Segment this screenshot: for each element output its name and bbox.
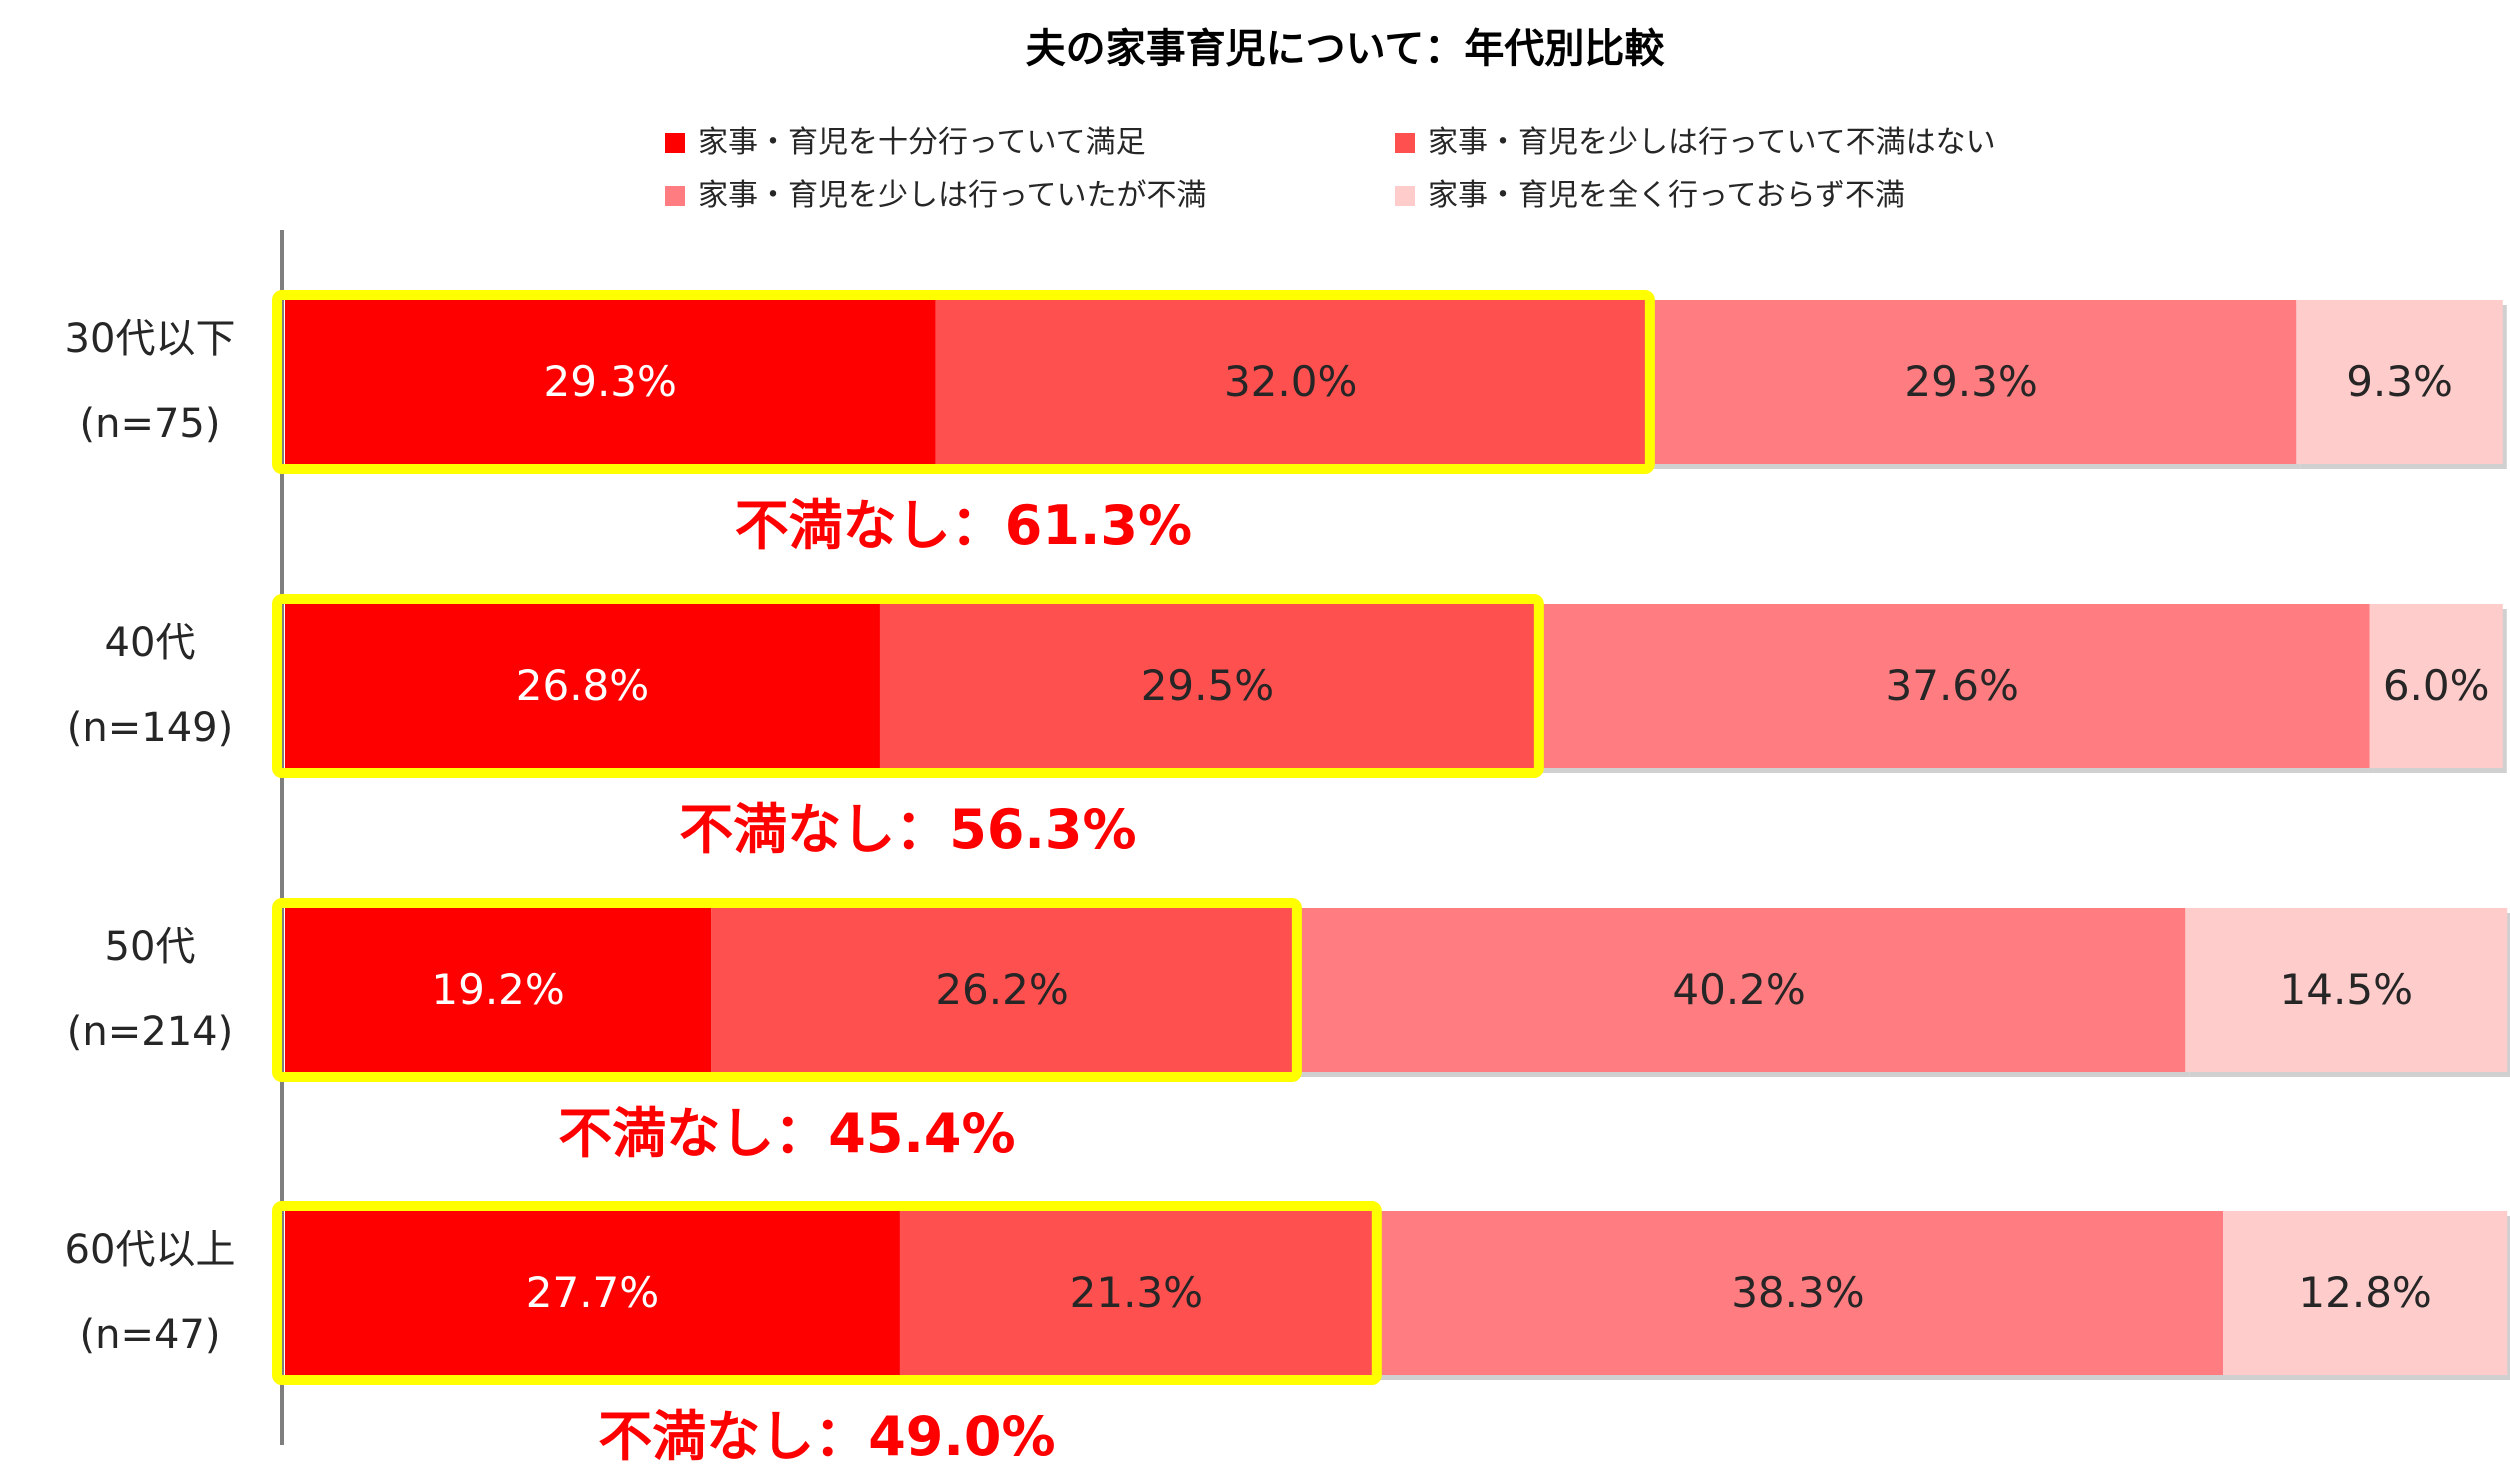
data-label: 29.3% <box>544 357 677 406</box>
annotation-label: 不満なし： <box>558 1102 828 1165</box>
bar-segment <box>285 300 936 464</box>
category-label: 40代 <box>105 620 196 666</box>
data-label: 29.5% <box>1141 661 1274 710</box>
category-n-label: (n=75) <box>80 401 221 447</box>
annotation-no-dissatisfaction: 不満なし：61.3% <box>735 494 1192 557</box>
annotation-value: 56.3% <box>949 798 1136 861</box>
data-label: 9.3% <box>2346 357 2453 406</box>
bar-group-1: 30代以下 (n=75) 29.3% 32.0% 29.3% 9.3% 不満なし：61.3% <box>65 290 2507 557</box>
highlight-box <box>272 594 1544 778</box>
data-label: 14.5% <box>2280 965 2413 1014</box>
bar-segment <box>2223 1211 2508 1375</box>
bar-segment <box>879 604 1535 768</box>
data-label: 29.3% <box>1904 357 2037 406</box>
bar-segment <box>2296 300 2503 464</box>
bar-group-4: 60代以上 (n=47) 27.7% 21.3% 38.3% 12.8% 不満なし：49.0… <box>65 1201 2510 1468</box>
bar-segment <box>711 908 1293 1072</box>
bar-segment <box>285 908 712 1072</box>
legend-label-1: 家事・育児を十分行っていて満足 <box>698 125 1146 160</box>
category-label: 30代以下 <box>65 316 236 362</box>
data-label: 19.2% <box>431 965 564 1014</box>
bar-segment <box>285 1211 900 1375</box>
category-n-label: (n=149) <box>67 705 233 751</box>
highlight-box <box>272 1201 1382 1385</box>
chart-title: 夫の家事育児について：年代別比較 <box>1026 26 1666 72</box>
data-label: 26.2% <box>935 965 1068 1014</box>
annotation-no-dissatisfaction: 不満なし：49.0% <box>598 1405 1055 1468</box>
legend-label-3: 家事・育児を少しは行っていたが不満 <box>698 178 1207 213</box>
data-label: 27.7% <box>526 1268 659 1317</box>
annotation-label: 不満なし： <box>679 798 949 861</box>
annotation-label: 不満なし： <box>598 1405 868 1468</box>
legend-swatch-2 <box>1395 133 1415 153</box>
annotation-label: 不満なし： <box>735 494 1005 557</box>
annotation-value: 61.3% <box>1005 494 1192 557</box>
legend-swatch-1 <box>665 133 685 153</box>
annotation-no-dissatisfaction: 不満なし：45.4% <box>558 1102 1015 1165</box>
data-label: 32.0% <box>1224 357 1357 406</box>
data-label: 6.0% <box>2383 661 2490 710</box>
bar-segment <box>1292 908 2186 1072</box>
annotation-value: 45.4% <box>828 1102 1015 1165</box>
category-n-label: (n=47) <box>80 1312 221 1358</box>
legend-swatch-3 <box>665 186 685 206</box>
data-label: 26.8% <box>516 661 649 710</box>
annotation-no-dissatisfaction: 不満なし：56.3% <box>679 798 1136 861</box>
bar-segment <box>2369 604 2503 768</box>
highlight-box <box>272 898 1302 1082</box>
data-label: 37.6% <box>1886 661 2019 710</box>
legend-swatch-4 <box>1395 186 1415 206</box>
annotation-value: 49.0% <box>868 1405 1055 1468</box>
data-label: 12.8% <box>2298 1268 2431 1317</box>
bar-segment <box>899 1211 1373 1375</box>
bar-segment <box>1645 300 2297 464</box>
data-label: 40.2% <box>1672 965 1805 1014</box>
category-label: 50代 <box>105 924 196 970</box>
category-n-label: (n=214) <box>67 1009 233 1055</box>
bar-group-2: 40代 (n=149) 26.8% 29.5% 37.6% 6.0% 不満なし：56.3% <box>67 594 2507 861</box>
legend: 家事・育児を十分行っていて満足 家事・育児を少しは行っていて不満はない家事・育児を… <box>665 125 1996 213</box>
bar-group-3: 50代 (n=214) 19.2% 26.2% 40.2% 14.5% 不満なし：45.4% <box>67 898 2510 1165</box>
plot-area: 30代以下(n=75)29.3% 32.0% 29.3% 9.3%不満なし：61.3%… <box>65 290 2510 1468</box>
bar-segment <box>935 300 1646 464</box>
highlight-box <box>272 290 1655 474</box>
category-label: 60代以上 <box>65 1227 236 1273</box>
bar-segment <box>1534 604 2370 768</box>
data-label: 38.3% <box>1731 1268 1864 1317</box>
bar-segment <box>285 604 880 768</box>
bar-segment <box>2185 908 2508 1072</box>
bar-segment <box>1372 1211 2224 1375</box>
legend-label-4: 家事・育児を全く行っておらず不満 <box>1428 178 1905 213</box>
data-label: 21.3% <box>1070 1268 1203 1317</box>
legend-label-2: 家事・育児を少しは行っていて不満はない <box>1428 125 1996 160</box>
